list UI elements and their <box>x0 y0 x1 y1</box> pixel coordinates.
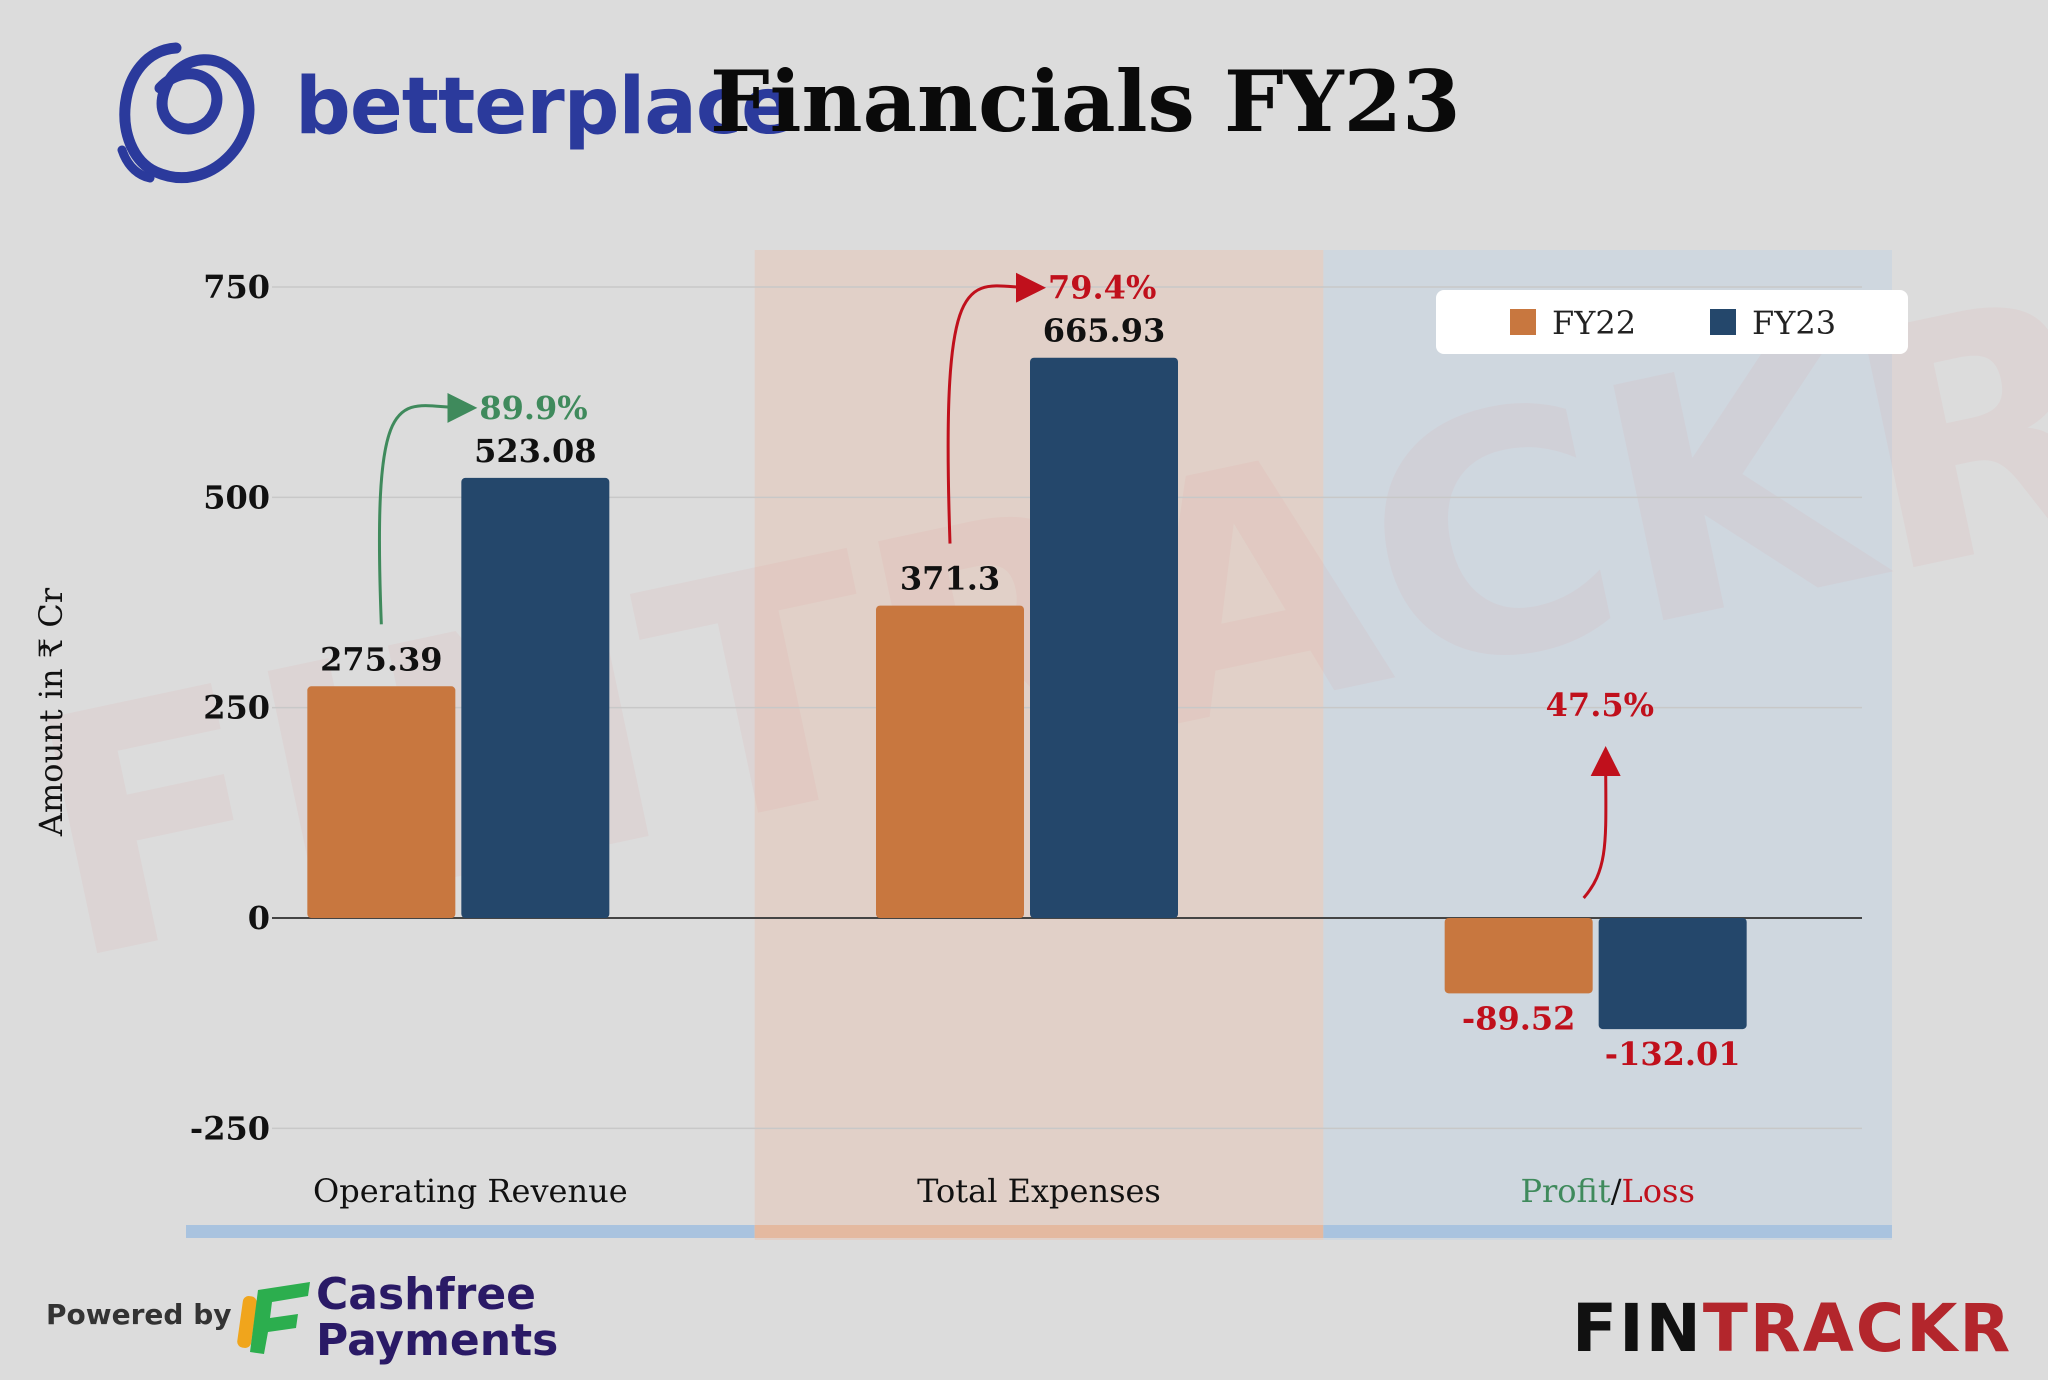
legend-swatch <box>1710 309 1736 335</box>
category-label-part: Profit <box>1520 1172 1610 1210</box>
legend: FY22 FY23 <box>1436 290 1908 354</box>
cashfree-logo-icon <box>237 1282 310 1354</box>
category-label-part: Total Expenses <box>917 1172 1161 1210</box>
y-axis-label: Amount in ₹ Cr <box>32 587 70 837</box>
growth-arrow <box>1582 746 1621 899</box>
category-label-part: / <box>1611 1172 1622 1210</box>
powered-by-label: Powered by <box>46 1298 232 1331</box>
growth-arrows: 89.9% 79.4% 47.5% <box>378 269 1654 899</box>
bar-fy23 <box>1598 918 1747 1030</box>
publisher-logo-part1: FIN <box>1572 1290 1703 1367</box>
change-label: 89.9% <box>479 389 587 427</box>
bar-fy23 <box>1030 357 1178 918</box>
y-tick-label: 0 <box>248 899 270 937</box>
change-label: 47.5% <box>1546 686 1654 724</box>
betterplace-logo-icon <box>117 42 255 184</box>
value-label: -89.52 <box>1462 999 1575 1037</box>
value-label: 275.39 <box>320 640 442 678</box>
value-labels: 275.39 523.08 371.3 665.93 -89.52 -132.01 <box>320 312 1740 1073</box>
bar-fy22 <box>1444 918 1593 994</box>
legend-label: FY23 <box>1752 304 1836 342</box>
category-label: Profit/Loss <box>1520 1172 1694 1210</box>
change-label: 79.4% <box>1048 269 1156 307</box>
value-label: -132.01 <box>1605 1035 1741 1073</box>
growth-arrow <box>378 392 478 625</box>
sponsor-name: Cashfree Payments <box>316 1272 558 1364</box>
category-label-part: Loss <box>1622 1172 1695 1210</box>
y-tick-label: 500 <box>203 478 270 516</box>
sponsor-name-line1: Cashfree <box>316 1269 537 1320</box>
y-tick-label: 250 <box>203 689 270 727</box>
value-label: 523.08 <box>474 432 596 470</box>
y-tick-label: 750 <box>203 268 270 306</box>
category-band <box>1323 250 1892 1240</box>
brand-name: betterplace <box>295 62 794 152</box>
bars <box>307 357 1747 1030</box>
category-label: Total Expenses <box>917 1172 1161 1210</box>
publisher-logo: FINTRACKR <box>1572 1290 2012 1367</box>
legend-box <box>1436 290 1908 354</box>
bar-fy23 <box>461 477 610 918</box>
category-labels: Operating Revenue Total Expenses Profit/Lo… <box>313 1172 1695 1210</box>
category-underline <box>1323 1225 1892 1238</box>
category-underline <box>754 1225 1324 1238</box>
legend-label: FY22 <box>1552 304 1636 342</box>
publisher-logo-part2: TRACKR <box>1702 1290 2013 1367</box>
bar-fy22 <box>876 605 1024 918</box>
category-label-part: Operating Revenue <box>313 1172 628 1210</box>
sponsor-name-line2: Payments <box>316 1315 559 1366</box>
category-underline <box>186 1225 755 1238</box>
y-tick-label: -250 <box>190 1109 270 1147</box>
growth-arrow <box>946 272 1046 544</box>
value-label: 371.3 <box>900 560 1000 598</box>
bar-fy22 <box>307 686 456 918</box>
legend-swatch <box>1510 309 1536 335</box>
category-label: Operating Revenue <box>313 1172 628 1210</box>
page-title: Financials FY23 <box>710 52 1461 151</box>
value-label: 665.93 <box>1043 312 1165 350</box>
y-axis-ticks: 750 500 250 0 -250 <box>190 268 270 1147</box>
